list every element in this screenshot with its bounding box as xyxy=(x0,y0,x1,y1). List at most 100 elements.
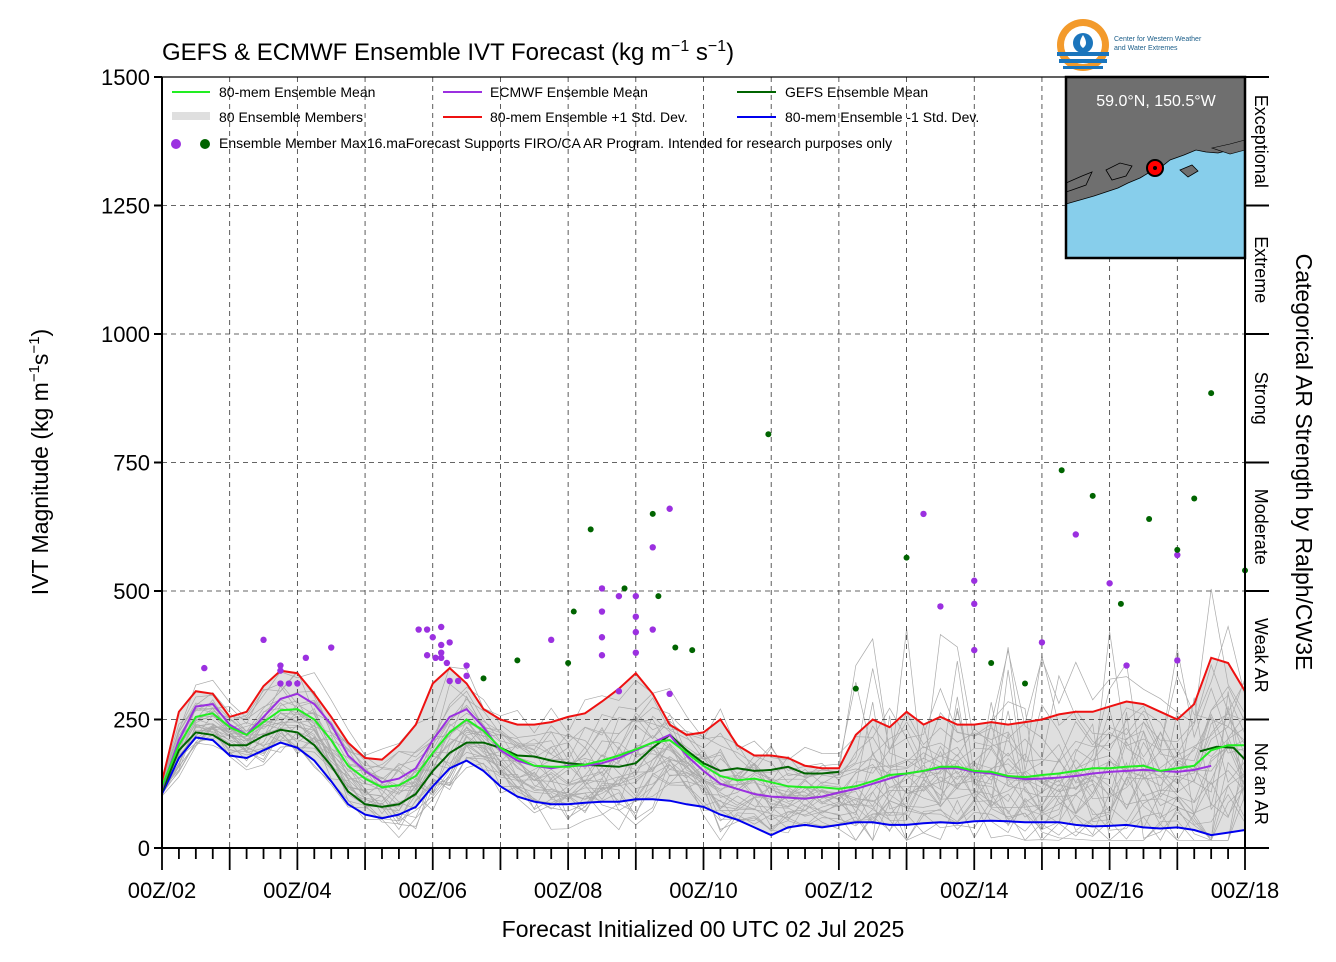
location-inset-map: 59.0°N, 150.5°W xyxy=(1064,75,1247,260)
ecmwf-member-max-dot xyxy=(1174,551,1181,559)
ecmwf-member-max-dot xyxy=(937,603,944,610)
ecmwf-member-max-dot xyxy=(443,659,451,667)
x-tick-label: 00Z/16 xyxy=(1075,878,1144,903)
ecmwf-member-max-dot xyxy=(615,592,623,600)
gefs-member-max-dot xyxy=(621,585,628,592)
legend-label-member-max: Ensemble Member Max16.maForecast Support… xyxy=(219,135,892,151)
ecmwf-member-max-dot xyxy=(302,654,310,662)
ecmwf-member-max-dot xyxy=(1038,639,1046,646)
category-label: Moderate xyxy=(1251,489,1271,565)
legend-dot-gefs xyxy=(200,139,210,149)
category-label: Weak AR xyxy=(1251,618,1271,693)
gefs-member-max-dot xyxy=(570,608,577,615)
ecmwf-member-max-dot xyxy=(920,510,927,518)
series-line-80-mem-ensemble-mean xyxy=(161,708,1245,790)
y-tick-label: 1000 xyxy=(101,322,150,347)
gefs-member-max-dot xyxy=(1208,390,1215,397)
gefs-member-max-dot xyxy=(655,593,662,600)
y-tick-label: 1250 xyxy=(101,194,150,219)
ecmwf-member-max-dot xyxy=(632,628,640,636)
series-line-gefs-ensemble-mean xyxy=(1199,745,1246,761)
ecmwf-member-max-dot xyxy=(423,652,431,659)
x-tick-label: 00Z/12 xyxy=(805,878,874,903)
ecmwf-member-max-dot xyxy=(285,680,293,687)
ecmwf-member-max-dot xyxy=(1072,531,1079,538)
legend-label-80mem-mean: 80-mem Ensemble Mean xyxy=(219,84,375,100)
inset-location-label: 59.0°N, 150.5°W xyxy=(1096,93,1216,110)
ensemble-member-line xyxy=(161,650,1246,782)
ecmwf-member-max-dot xyxy=(632,613,640,620)
ecmwf-member-max-dot xyxy=(438,654,445,662)
ecmwf-member-max-dot xyxy=(277,680,284,687)
ensemble-member-line xyxy=(161,712,1246,841)
y-tick-label: 500 xyxy=(113,579,150,604)
category-label: Exceptional xyxy=(1251,95,1271,188)
ecmwf-member-max-dot xyxy=(649,626,656,633)
y-tick-label: 750 xyxy=(113,451,150,476)
ecmwf-member-max-dot xyxy=(598,634,606,641)
gefs-member-max-dot xyxy=(514,657,521,664)
x-tick-label: 00Z/18 xyxy=(1211,878,1280,903)
ecmwf-member-max-dot xyxy=(1174,657,1181,664)
ecmwf-member-max-dot xyxy=(423,626,431,633)
legend-label-plus-std: 80-mem Ensemble +1 Std. Dev. xyxy=(490,109,688,125)
ecmwf-member-max-dot xyxy=(438,641,445,649)
disclaimer: 16.maForecast Supports FIRO/CA AR Progra… xyxy=(367,135,892,151)
x-tick-label: 00Z/02 xyxy=(128,878,197,903)
legend-label-minus-std: 80-mem Ensemble -1 Std. Dev. xyxy=(785,109,979,125)
gefs-member-max-dot xyxy=(852,685,859,692)
ecmwf-member-max-dot xyxy=(432,654,439,662)
logo-text-line2: and Water Extremes xyxy=(1114,45,1178,52)
y-tick-label: 0 xyxy=(138,836,150,861)
legend-label-members: 80 Ensemble Members xyxy=(219,109,363,125)
ecmwf-member-max-dot xyxy=(260,636,267,644)
legend-label-gefs-mean: GEFS Ensemble Mean xyxy=(785,84,928,100)
gefs-member-max-dot xyxy=(1022,680,1029,687)
ecmwf-member-max-dot xyxy=(415,626,422,633)
gefs-member-max-dot xyxy=(1146,516,1153,523)
gefs-member-max-dot xyxy=(1117,600,1124,607)
cw3e-logo: Center for Western Weather and Water Ext… xyxy=(1057,19,1202,71)
ecmwf-member-max-dot xyxy=(277,662,284,669)
ecmwf-member-max-dot xyxy=(971,646,978,654)
gefs-member-max-dot xyxy=(1058,467,1065,474)
gefs-member-max-dot xyxy=(565,659,572,666)
x-tick-label: 00Z/10 xyxy=(669,878,738,903)
ecmwf-member-max-dot xyxy=(201,664,208,672)
ecmwf-member-max-dot xyxy=(277,667,284,674)
ecmwf-member-max-dot xyxy=(632,592,640,600)
gefs-member-max-dot xyxy=(1174,546,1181,553)
ecmwf-member-max-dot xyxy=(598,585,606,592)
gefs-member-max-dot xyxy=(1089,492,1096,499)
legend: 80-mem Ensemble Mean ECMWF Ensemble Mean… xyxy=(171,84,979,151)
ecmwf-member-max-dot xyxy=(429,634,436,641)
series-line-ecmwf-ensemble-mean xyxy=(161,692,1212,800)
category-label: Not an AR xyxy=(1251,743,1271,825)
gefs-member-max-dot xyxy=(480,675,487,682)
ecmwf-member-max-dot xyxy=(463,662,470,669)
x-tick-label: 00Z/06 xyxy=(399,878,468,903)
ecmwf-member-max-dot xyxy=(598,652,606,659)
ecmwf-member-max-dot xyxy=(666,505,673,512)
gefs-member-max-dot xyxy=(587,526,594,533)
ecmwf-member-max-dot xyxy=(446,639,453,646)
y-axis-label: IVT Magnitude (kg m−1s−1) xyxy=(26,329,53,595)
y-tick-label: 1500 xyxy=(101,65,150,90)
x-tick-label: 00Z/08 xyxy=(534,878,603,903)
ecmwf-member-max-dot xyxy=(446,677,453,685)
ecmwf-member-max-dot xyxy=(1106,580,1113,587)
ecmwf-member-max-dot xyxy=(548,636,555,644)
gefs-member-max-dot xyxy=(649,510,656,517)
ecmwf-member-max-dot xyxy=(971,577,978,584)
ecmwf-member-max-dot xyxy=(1123,662,1130,669)
ecmwf-member-max-dot xyxy=(666,690,673,697)
gefs-member-max-dot xyxy=(1191,495,1198,502)
ar-strength-axis-label: Categorical AR Strength by Ralph/CW3E xyxy=(1291,254,1317,671)
ecmwf-member-max-dot xyxy=(632,649,640,656)
ecmwf-member-max-dot xyxy=(438,623,445,631)
gefs-member-max-dot xyxy=(903,554,910,561)
ecmwf-member-max-dot xyxy=(971,600,978,608)
ecmwf-member-max-dot xyxy=(615,688,623,695)
legend-dot-ecmwf xyxy=(171,139,181,149)
ecmwf-member-max-dot xyxy=(294,680,301,687)
